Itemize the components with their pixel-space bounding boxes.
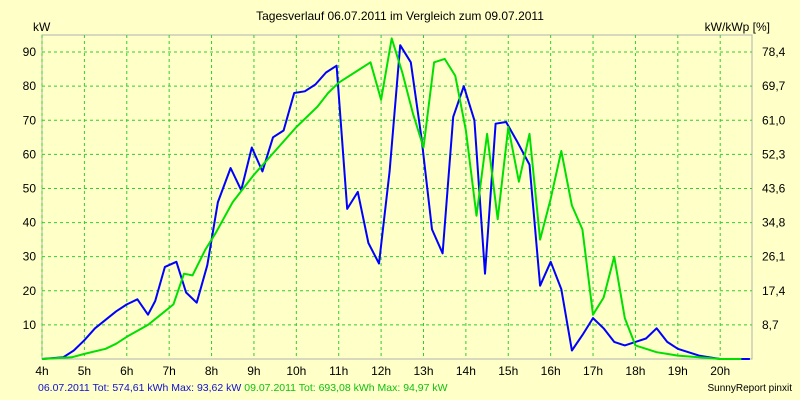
y2-tick-label: 26,1 xyxy=(762,250,786,264)
x-tick-label: 18h xyxy=(625,364,645,378)
y-tick-label: 10 xyxy=(23,318,37,332)
x-tick-label: 7h xyxy=(162,364,175,378)
y2-tick-label: 43,6 xyxy=(762,181,786,195)
y2-tick-label: 78,4 xyxy=(762,45,786,59)
y2-tick-label: 34,8 xyxy=(762,216,786,230)
tick-labels: 4h 5h 6h 7h 8h 9h 10h 11h 12h 13h 14h 15h 16h 17h 18h 1… xyxy=(23,45,786,378)
x-tick-label: 13h xyxy=(413,364,433,378)
y-tick-label: 40 xyxy=(23,216,37,230)
x-tick-label: 4h xyxy=(35,364,48,378)
x-tick-label: 8h xyxy=(205,364,218,378)
x-tick-label: 11h xyxy=(329,364,348,378)
y-tick-label: 70 xyxy=(23,113,37,127)
x-tick-label: 9h xyxy=(247,364,260,378)
y-axis-unit-left: kW xyxy=(33,20,51,34)
x-tick-label: 6h xyxy=(120,364,133,378)
y2-tick-label: 52,3 xyxy=(762,147,786,161)
y-tick-label: 20 xyxy=(23,284,37,298)
y2-tick-label: 61,0 xyxy=(762,113,786,127)
x-tick-label: 5h xyxy=(78,364,91,378)
series-lines xyxy=(41,37,750,360)
x-tick-label: 14h xyxy=(456,364,476,378)
y-tick-label: 80 xyxy=(23,79,37,93)
x-tick-label: 17h xyxy=(583,364,603,378)
x-tick-label: 15h xyxy=(498,364,518,378)
y-tick-label: 30 xyxy=(23,250,37,264)
y2-tick-label: 69,7 xyxy=(762,79,786,93)
y-tick-label: 60 xyxy=(23,147,37,161)
series-2-summary: 09.07.2011 Tot: 693,08 kWh Max: 94,97 kW xyxy=(244,382,448,394)
series-line-2 xyxy=(41,37,742,360)
y-tick-label: 90 xyxy=(23,45,37,59)
chart-footer: 06.07.2011 Tot: 574,61 kWh Max: 93,62 kW… xyxy=(38,382,448,394)
series-1-summary: 06.07.2011 Tot: 574,61 kWh Max: 93,62 kW xyxy=(38,382,242,394)
y-tick-label: 50 xyxy=(23,181,37,195)
series-line-1 xyxy=(41,44,750,360)
x-tick-label: 12h xyxy=(371,364,391,378)
y-axis-unit-right: kW/kWp [%] xyxy=(704,20,770,34)
x-tick-label: 19h xyxy=(668,364,688,378)
grid xyxy=(41,35,752,359)
credit-label: SunnyReport pinxit xyxy=(707,383,793,394)
x-tick-label: 20h xyxy=(710,364,730,378)
y2-tick-label: 8,7 xyxy=(762,318,779,332)
y2-tick-label: 17,4 xyxy=(762,284,786,298)
x-tick-label: 10h xyxy=(286,364,306,378)
x-tick-label: 16h xyxy=(541,364,561,378)
chart-title: Tagesverlauf 06.07.2011 im Vergleich zum… xyxy=(256,9,544,23)
